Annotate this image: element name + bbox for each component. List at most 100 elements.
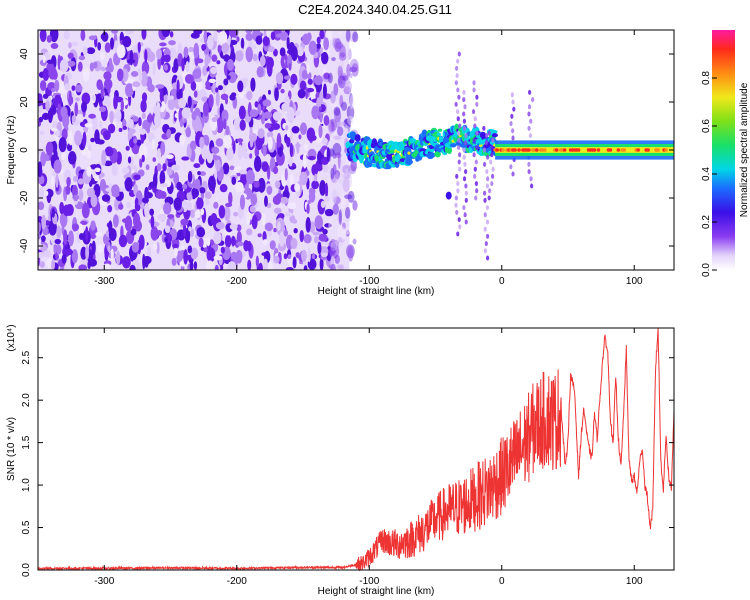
noise-blob — [206, 236, 211, 247]
noise-blob — [331, 57, 336, 62]
noise-blob — [314, 215, 324, 230]
noise-blob — [198, 237, 204, 248]
noise-blob — [215, 138, 224, 147]
noise-blob — [297, 89, 306, 99]
noise-blob — [73, 194, 79, 202]
streak-cell — [527, 104, 532, 110]
streak-cell — [484, 133, 489, 139]
noise-blob — [236, 230, 242, 245]
streak-cell — [483, 248, 487, 254]
noise-blob — [38, 161, 43, 178]
noise-blob — [279, 231, 285, 247]
noise-blob — [129, 264, 136, 270]
y-tick-label: 2.5 — [21, 350, 32, 364]
streak-cell — [528, 89, 532, 95]
x-tick-label: -100 — [359, 576, 379, 587]
noise-blob — [103, 71, 112, 81]
noise-blob — [63, 229, 68, 245]
noise-blob — [208, 94, 214, 109]
y-tick-label: 1.0 — [21, 478, 32, 492]
noise-blob — [229, 30, 238, 38]
noise-blob — [100, 51, 105, 60]
noise-blob — [71, 223, 80, 232]
noise-blob — [271, 123, 281, 131]
noise-blob — [318, 124, 323, 139]
noise-blob — [49, 30, 59, 43]
noise-blob — [157, 213, 167, 221]
noise-blob — [205, 80, 211, 88]
noise-blob — [215, 221, 225, 230]
noise-blob — [292, 256, 297, 269]
noise-blob — [345, 168, 349, 175]
noise-blob — [118, 127, 123, 133]
noise-blob — [249, 153, 253, 159]
noise-blob — [224, 234, 232, 248]
noise-blob — [159, 42, 167, 47]
streak-cell — [531, 97, 535, 103]
noise-blob — [86, 166, 92, 177]
noise-blob — [124, 177, 133, 192]
noise-blob — [75, 97, 80, 102]
noise-blob — [181, 58, 185, 72]
noise-blob — [152, 157, 157, 162]
noise-blob — [122, 118, 127, 129]
streak-cell — [462, 97, 466, 103]
noise-blob — [204, 191, 212, 200]
noise-blob — [116, 44, 126, 59]
noise-blob — [88, 258, 98, 267]
streak-cell — [509, 164, 513, 170]
noise-blob — [95, 231, 103, 237]
noise-blob — [41, 214, 47, 230]
noise-blob — [159, 89, 164, 103]
noise-blob — [82, 46, 88, 56]
noise-blob — [293, 227, 298, 234]
noise-blob — [223, 205, 231, 222]
noise-blob — [259, 55, 266, 67]
noise-blob — [122, 35, 132, 48]
streak-cell — [456, 231, 460, 237]
noise-blob — [54, 79, 60, 92]
noise-blob — [63, 30, 70, 40]
streak-cell — [462, 89, 466, 95]
signal-cell — [434, 150, 441, 158]
carrier-peak — [562, 148, 567, 152]
noise-blob — [101, 194, 111, 202]
noise-blob — [51, 259, 55, 270]
streak-cell — [475, 188, 479, 194]
noise-blob — [245, 46, 253, 63]
noise-blob — [291, 126, 300, 134]
noise-blob — [312, 231, 320, 236]
noise-blob — [106, 98, 111, 108]
streak-cell — [487, 188, 492, 194]
noise-blob — [103, 78, 113, 90]
noise-blob — [348, 246, 354, 262]
noise-blob — [347, 115, 354, 126]
noise-blob — [68, 130, 73, 146]
noise-blob — [38, 201, 45, 211]
noise-blob — [257, 103, 262, 115]
noise-blob — [51, 87, 56, 93]
noise-blob — [210, 250, 214, 262]
streak-cell — [464, 190, 468, 196]
noise-blob — [193, 90, 198, 98]
noise-blob — [280, 88, 285, 94]
noise-blob — [173, 58, 179, 73]
noise-blob — [333, 135, 342, 140]
noise-blob — [261, 212, 266, 226]
noise-blob — [322, 83, 327, 99]
noise-blob — [155, 48, 163, 60]
noise-blob — [314, 173, 318, 182]
noise-blob — [229, 223, 238, 230]
noise-blob — [144, 203, 150, 218]
noise-blob — [223, 78, 229, 86]
noise-blob — [263, 258, 268, 270]
noise-blob — [138, 144, 148, 161]
noise-blob — [263, 111, 273, 119]
noise-blob — [228, 191, 233, 205]
noise-blob — [111, 191, 120, 198]
noise-blob — [288, 63, 292, 71]
noise-blob — [257, 177, 266, 193]
noise-blob — [226, 147, 234, 161]
y-tick-label: 0 — [19, 147, 30, 153]
streak-cell — [511, 99, 515, 105]
